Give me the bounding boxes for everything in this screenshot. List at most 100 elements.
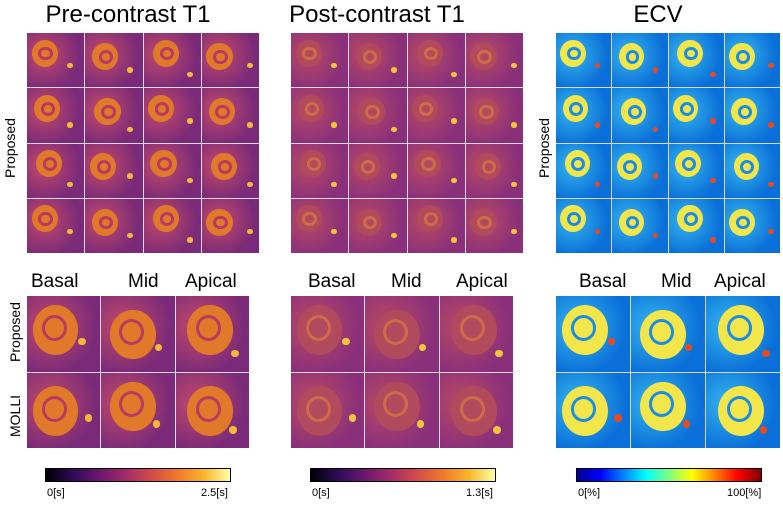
- colorbar-ecv-max: 100[%]: [727, 487, 762, 499]
- myocardium-ring: [213, 215, 228, 230]
- bright-spot: [127, 232, 133, 239]
- myocardium-ring: [569, 101, 584, 116]
- map-tile: [27, 143, 85, 198]
- bright-spot: [342, 337, 350, 346]
- map-tile: [465, 143, 523, 198]
- bright-spot: [710, 237, 716, 243]
- slice-label-apical-ecv: Apical: [714, 271, 766, 292]
- myocardium-ring: [567, 212, 582, 227]
- map-tile: [143, 88, 201, 143]
- map-tile: [175, 372, 249, 448]
- map-tile: [556, 198, 612, 253]
- colorbar-ecv-min: 0[%]: [578, 487, 601, 499]
- colorbar-post-max: 1.3[s]: [466, 487, 493, 499]
- map-tile: [612, 143, 668, 198]
- bright-spot: [607, 337, 616, 346]
- myocardium-ring: [196, 395, 222, 422]
- map-tile: [556, 372, 630, 448]
- myocardium-ring: [362, 49, 378, 64]
- map-tile: [612, 33, 668, 88]
- map-tile: [143, 143, 201, 198]
- myocardium-ring: [159, 212, 174, 227]
- bright-spot: [246, 182, 253, 188]
- map-tile: [291, 88, 349, 143]
- myocardium-ring: [481, 160, 497, 175]
- bright-spot: [187, 177, 193, 184]
- bright-spot: [652, 126, 659, 133]
- map-tile: [143, 33, 201, 88]
- map-tile: [27, 296, 101, 372]
- map-tile: [465, 198, 523, 253]
- colorbar-pre-max: 2.5[s]: [201, 487, 228, 499]
- myocardium-ring: [738, 105, 752, 119]
- bright-spot: [246, 122, 253, 128]
- myocardium-ring: [648, 391, 674, 418]
- myocardium-ring: [627, 105, 642, 119]
- myocardium-ring: [726, 314, 752, 341]
- bright-spot: [594, 122, 601, 128]
- map-tile: [27, 372, 101, 448]
- slice-label-mid-post: Mid: [391, 271, 422, 292]
- myocardium-ring: [479, 105, 494, 119]
- map-tile: [365, 296, 439, 372]
- myocardium-ring: [305, 314, 331, 341]
- bright-spot: [493, 426, 501, 434]
- bright-spot: [391, 173, 397, 179]
- bright-spot: [348, 414, 357, 422]
- bright-spot: [187, 118, 193, 124]
- myocardium-ring: [38, 212, 53, 227]
- bright-spot: [391, 67, 397, 73]
- myocardium-ring: [648, 319, 674, 346]
- colorbar-pre-contrast: [45, 468, 231, 482]
- map-tile: [668, 143, 724, 198]
- bright-spot: [710, 71, 716, 77]
- bright-spot: [391, 232, 397, 239]
- myocardium-ring: [726, 395, 752, 422]
- bright-spot: [416, 420, 424, 428]
- map-tile: [27, 88, 85, 143]
- myocardium-ring: [623, 160, 638, 175]
- myocardium-ring: [41, 314, 67, 341]
- map-tile: [291, 372, 365, 448]
- map-tile: [612, 198, 668, 253]
- bright-spot: [127, 126, 133, 133]
- map-tile: [724, 33, 780, 88]
- myocardium-ring: [477, 49, 492, 64]
- myocardium-ring: [567, 46, 582, 61]
- myocardium-ring: [217, 160, 233, 175]
- map-tile: [85, 88, 143, 143]
- bright-spot: [451, 118, 457, 124]
- map-tile: [724, 88, 780, 143]
- map-tile: [85, 33, 143, 88]
- map-tile: [201, 143, 259, 198]
- bright-spot: [768, 122, 774, 128]
- bright-spot: [510, 122, 517, 128]
- bright-spot: [187, 71, 193, 77]
- bright-spot: [510, 62, 517, 69]
- map-tile: [349, 198, 407, 253]
- bright-spot: [84, 414, 93, 422]
- myocardium-ring: [477, 215, 492, 230]
- map-tile: [612, 88, 668, 143]
- bright-spot: [331, 122, 337, 128]
- bright-spot: [331, 228, 337, 234]
- map-tile: [706, 296, 780, 372]
- bright-spot: [594, 228, 601, 234]
- map-tile: [291, 33, 349, 88]
- map-tile: [556, 296, 630, 372]
- colorbar-ecv: [576, 468, 762, 482]
- myocardium-ring: [735, 215, 750, 230]
- map-tile: [631, 372, 705, 448]
- post-contrast-proposed-grid: [291, 33, 523, 253]
- myocardium-ring: [625, 49, 640, 64]
- ecv-comparison-grid: [556, 296, 780, 448]
- map-tile: [291, 143, 349, 198]
- myocardium-ring: [302, 46, 317, 61]
- bottom-row-label-molli: MOLLI: [7, 394, 23, 437]
- bright-spot: [67, 228, 73, 234]
- bright-spot: [768, 62, 774, 69]
- bright-spot: [67, 182, 73, 188]
- map-tile: [706, 372, 780, 448]
- map-tile: [85, 143, 143, 198]
- bright-spot: [762, 349, 770, 358]
